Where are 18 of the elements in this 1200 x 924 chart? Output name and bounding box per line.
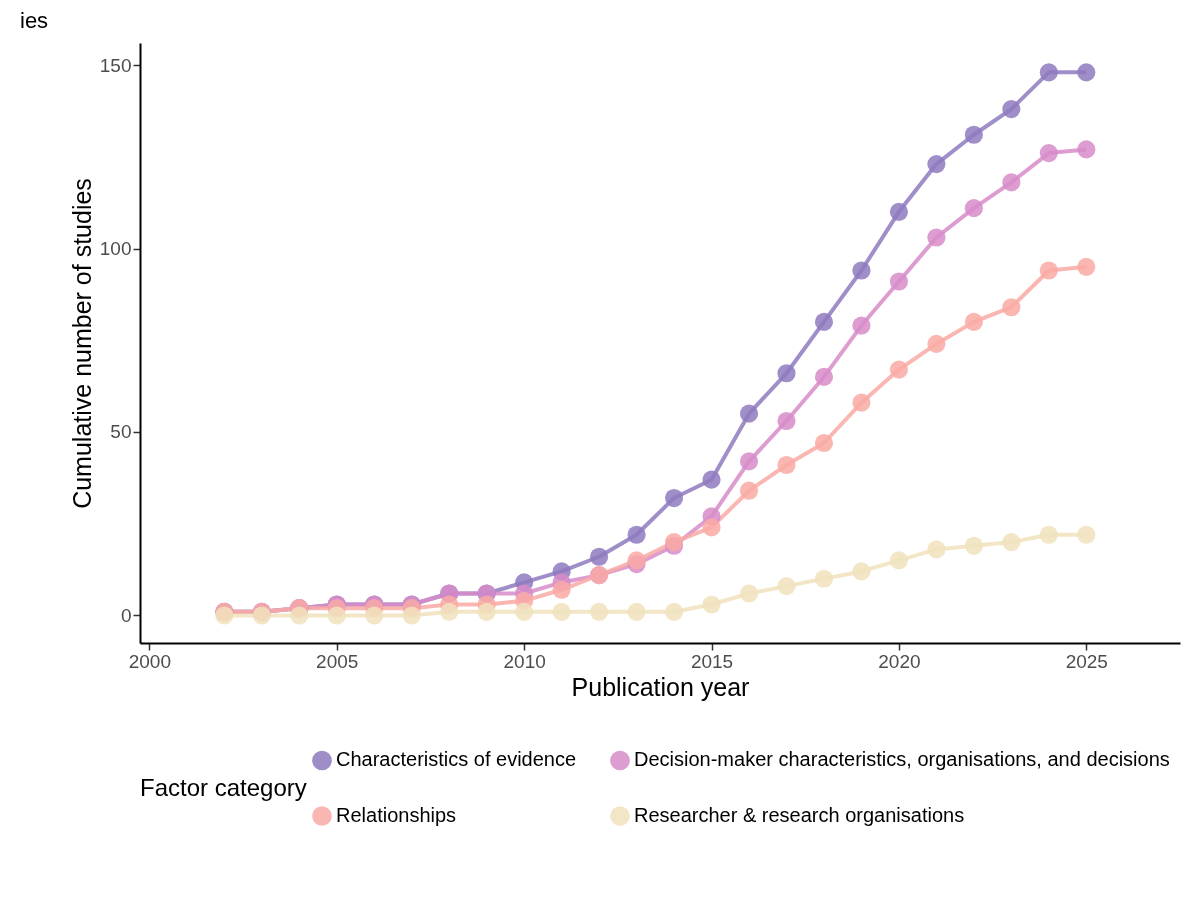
x-axis-title: Publication year (571, 672, 750, 701)
chart-title: ies (20, 8, 49, 33)
x-tick-label: 2010 (503, 650, 546, 672)
legend-label: Researcher & research organisations (634, 804, 965, 826)
legend-title: Factor category (140, 774, 307, 801)
x-tick-label: 2025 (1065, 650, 1108, 672)
legend-label: Decision-maker characteristics, organisations, and decisions (634, 748, 1170, 771)
legend-label: Relationships (336, 804, 457, 826)
x-tick-label: 2015 (690, 650, 734, 672)
y-axis-title: Cumulative number of studies (67, 178, 96, 509)
x-tick-label: 2000 (128, 650, 172, 672)
legend-label: Characteristics of evidence (336, 748, 577, 771)
x-tick-label: 2005 (316, 650, 359, 672)
x-tick-label: 2020 (878, 650, 921, 672)
y-tick-label: 50 (110, 421, 132, 443)
y-tick-label: 150 (99, 54, 132, 76)
y-tick-label: 0 (120, 604, 132, 626)
y-tick-label: 100 (99, 238, 132, 259)
